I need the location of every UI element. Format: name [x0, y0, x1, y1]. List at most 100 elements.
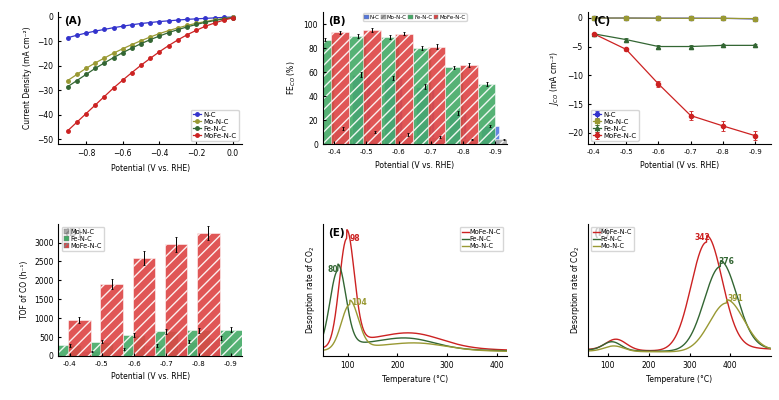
Mo-N-C — [155, 31, 164, 36]
N-C — [109, 25, 118, 30]
MoFe-N-C — [502, 348, 511, 352]
N-C — [146, 20, 155, 25]
N-C — [201, 16, 210, 21]
Mo-N-C — [502, 349, 511, 354]
X-axis label: Potential (V vs. RHE): Potential (V vs. RHE) — [111, 372, 190, 382]
Text: 104: 104 — [351, 298, 367, 307]
MoFe-N-C — [210, 21, 219, 26]
Mo-N-C — [192, 21, 201, 26]
X-axis label: Temperature (°C): Temperature (°C) — [647, 376, 713, 384]
Fe-N-C — [441, 343, 450, 348]
MoFe-N-C — [155, 49, 164, 54]
Bar — [220, 330, 242, 356]
Text: (E): (E) — [329, 228, 345, 238]
MoFe-N-C — [457, 343, 467, 348]
Fe-N-C — [72, 78, 82, 83]
Line: Mo-N-C: Mo-N-C — [323, 300, 506, 351]
Fe-N-C — [630, 348, 640, 353]
Line: Fe-N-C: Fe-N-C — [323, 264, 506, 351]
Bar — [460, 65, 478, 144]
Bar — [165, 244, 187, 356]
Line: Mo-N-C: Mo-N-C — [66, 16, 234, 82]
Bar — [299, 35, 316, 144]
MoFe-N-C — [90, 103, 100, 108]
Bar — [428, 47, 446, 144]
Mo-N-C — [81, 66, 90, 71]
Mo-N-C — [100, 56, 109, 60]
Line: MoFe-N-C: MoFe-N-C — [66, 16, 234, 132]
Mo-N-C — [457, 346, 467, 351]
MoFe-N-C — [136, 63, 146, 68]
MoFe-N-C — [583, 347, 592, 352]
MoFe-N-C — [228, 16, 238, 20]
Bar — [366, 132, 384, 144]
Y-axis label: Desorption rate of CO$_2$: Desorption rate of CO$_2$ — [305, 246, 317, 334]
Bar — [399, 135, 417, 144]
Bar — [431, 137, 449, 144]
Fe-N-C — [146, 37, 155, 42]
Mo-N-C — [366, 341, 375, 346]
Mo-N-C — [146, 34, 155, 39]
Bar — [495, 140, 513, 144]
Bar — [446, 67, 464, 144]
Y-axis label: Current Density (mA cm⁻²): Current Density (mA cm⁻²) — [23, 27, 32, 130]
Fe-N-C — [722, 264, 731, 269]
MoFe-N-C — [319, 345, 328, 350]
Mo-N-C — [118, 46, 128, 51]
MoFe-N-C — [441, 338, 450, 343]
Mo-N-C — [692, 340, 701, 344]
Mo-N-C — [109, 51, 118, 56]
Text: (A): (A) — [64, 16, 82, 26]
Bar — [478, 84, 495, 144]
Line: Mo-N-C: Mo-N-C — [587, 300, 771, 352]
Fe-N-C — [615, 342, 625, 347]
N-C — [182, 17, 192, 22]
Mo-N-C — [722, 297, 731, 302]
Text: 376: 376 — [718, 257, 735, 266]
Fe-N-C — [90, 66, 100, 71]
Bar — [187, 330, 210, 356]
N-C — [100, 27, 109, 32]
Legend: MoFe-N-C, Fe-N-C, Mo-N-C: MoFe-N-C, Fe-N-C, Mo-N-C — [460, 227, 503, 251]
Fe-N-C — [502, 348, 511, 353]
Bar — [334, 129, 352, 144]
Bar — [81, 352, 104, 356]
Legend: N-C, Mo-N-C, Fe-N-C, MoFe-N-C: N-C, Mo-N-C, Fe-N-C, MoFe-N-C — [591, 110, 639, 141]
Fe-N-C — [164, 30, 173, 35]
MoFe-N-C — [63, 128, 72, 133]
Mo-N-C — [173, 26, 182, 30]
MoFe-N-C — [118, 78, 128, 82]
Fe-N-C — [210, 18, 219, 23]
MoFe-N-C — [72, 120, 82, 125]
Mo-N-C — [90, 60, 100, 65]
Bar — [381, 37, 399, 144]
Legend: MoFe-N-C, Fe-N-C, Mo-N-C: MoFe-N-C, Fe-N-C, Mo-N-C — [590, 227, 634, 251]
MoFe-N-C — [351, 284, 361, 289]
Fe-N-C — [127, 46, 136, 50]
Mo-N-C — [402, 341, 411, 346]
Mo-N-C — [319, 348, 328, 353]
Fe-N-C — [333, 262, 343, 266]
Fe-N-C — [109, 55, 118, 60]
Fe-N-C — [182, 24, 192, 29]
Fe-N-C — [219, 16, 228, 21]
Bar — [417, 86, 434, 144]
Mo-N-C — [441, 344, 450, 349]
Text: (F): (F) — [593, 228, 610, 238]
Mo-N-C — [767, 346, 776, 351]
Bar — [349, 36, 366, 144]
Mo-N-C — [345, 298, 354, 302]
Fe-N-C — [716, 259, 725, 264]
Fe-N-C — [155, 34, 164, 38]
Fe-N-C — [653, 349, 662, 354]
Bar — [100, 284, 123, 356]
Text: 391: 391 — [728, 294, 744, 303]
Fe-N-C — [366, 340, 375, 344]
N-C — [173, 18, 182, 22]
MoFe-N-C — [164, 43, 173, 48]
Text: (C): (C) — [593, 16, 610, 26]
Mo-N-C — [210, 18, 219, 22]
Mo-N-C — [351, 308, 361, 313]
Mo-N-C — [72, 72, 82, 77]
Line: MoFe-N-C: MoFe-N-C — [323, 230, 506, 350]
